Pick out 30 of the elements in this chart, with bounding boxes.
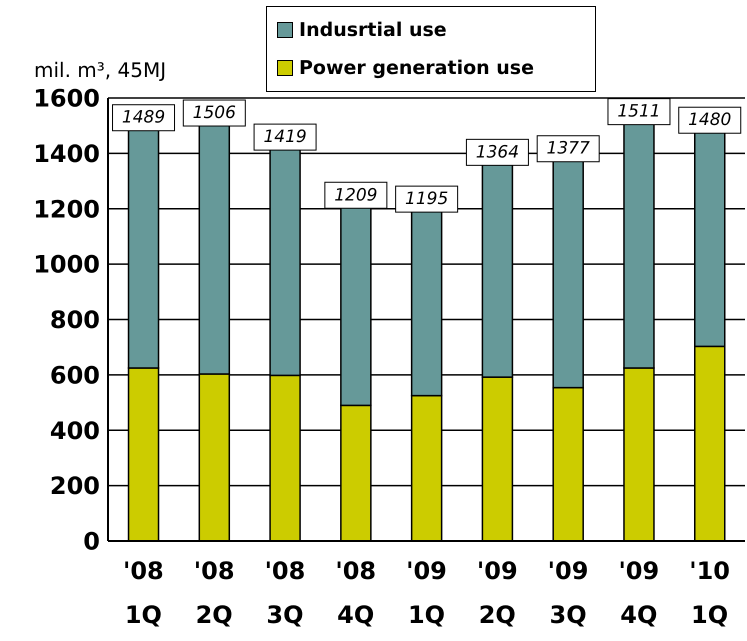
- y-tick-label: 400: [50, 416, 100, 445]
- y-tick-label: 600: [50, 361, 100, 390]
- legend-label: Indusrtial use: [298, 18, 448, 43]
- x-tick-label: '09 1Q: [406, 557, 447, 629]
- y-tick-label: 1600: [33, 84, 100, 113]
- total-label: 1480: [688, 110, 732, 130]
- y-tick-label: 1400: [33, 140, 100, 168]
- y-tick-label: 1000: [33, 250, 100, 279]
- x-tick-label: '09 2Q: [476, 557, 518, 629]
- total-label: 1419: [263, 127, 307, 148]
- total-label: 1195: [405, 189, 448, 210]
- total-label: 1489: [122, 108, 166, 128]
- x-tick-label: '08 1Q: [123, 557, 164, 629]
- y-tick-label: 200: [50, 472, 100, 500]
- total-label: 1506: [192, 103, 236, 124]
- x-tick-label: '09 4Q: [618, 557, 660, 629]
- x-tick-label: '08 4Q: [335, 557, 376, 629]
- y-tick-label: 800: [50, 306, 100, 334]
- total-label: 1364: [476, 142, 520, 162]
- x-tick-label: '09 3Q: [548, 557, 588, 629]
- legend-label: Power generation use: [298, 56, 536, 81]
- total-label: 1209: [334, 185, 378, 206]
- y-tick-label: 1200: [33, 195, 100, 224]
- x-tick-label: '08 3Q: [264, 557, 306, 629]
- total-label: 1377: [546, 138, 590, 159]
- y-axis-title: mil. m³, 45MJ: [34, 58, 166, 82]
- y-tick-label: 0: [83, 528, 100, 556]
- x-tick-label: '10 1Q: [689, 557, 730, 629]
- total-label: 1511: [617, 102, 661, 122]
- x-tick-label: '08 2Q: [194, 557, 235, 629]
